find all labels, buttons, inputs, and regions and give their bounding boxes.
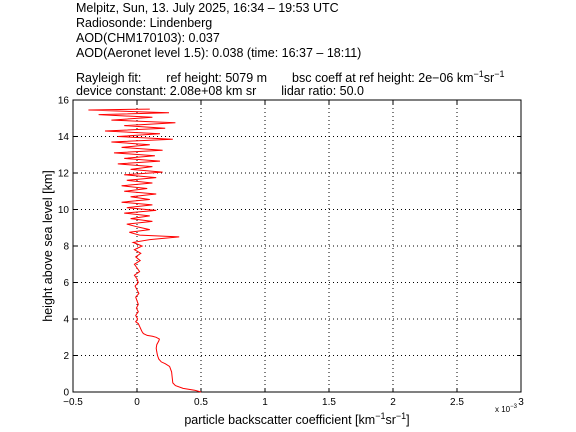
x-axis-label: particle backscatter coefficient [km−1sr…	[184, 411, 409, 427]
x-multiplier: x 10−3	[495, 404, 518, 414]
title-line-site-time: Melpitz, Sun, 13. July 2025, 16:34 – 19:…	[76, 1, 339, 15]
y-tick-label: 14	[58, 132, 70, 143]
y-tick-label: 8	[63, 242, 69, 253]
lidar-ratio-text: lidar ratio: 50.0	[281, 84, 364, 98]
bsc-coeff-exp2: −1	[494, 69, 505, 79]
device-constant-text: device constant: 2.08e+08 km sr	[76, 84, 257, 98]
tick-marks	[72, 99, 522, 393]
x-tick-label: 2	[390, 397, 396, 408]
y-tick-label: 4	[63, 315, 69, 326]
x-tick-label: 1.5	[322, 397, 336, 408]
y-axis-label: height above sea level [km]	[41, 170, 55, 321]
x-tick-label: −0.5	[63, 397, 83, 408]
backscatter-profile-line	[88, 108, 202, 393]
ref-height-text: ref height: 5079 m	[166, 71, 268, 86]
title-line-aod-chm: AOD(CHM170103): 0.037	[76, 31, 220, 45]
x-tick-label: 2.5	[450, 397, 464, 408]
y-tick-label: 2	[63, 351, 69, 362]
y-tick-label: 16	[58, 96, 70, 107]
bsc-coeff-mid: sr	[483, 71, 495, 86]
y-tick-label: 12	[58, 169, 70, 180]
bsc-coeff-prefix: bsc coeff at ref height: 2e−06 km	[292, 71, 474, 86]
x-tick-label: 3	[518, 397, 524, 408]
x-tick-label: 1	[262, 397, 268, 408]
bsc-coeff-exp1: −1	[473, 69, 484, 79]
y-tick-label: 10	[58, 205, 70, 216]
y-tick-label: 0	[63, 388, 69, 399]
title-line-aod-aeronet: AOD(Aeronet level 1.5): 0.038 (time: 16:…	[76, 46, 362, 60]
bsc-coeff-text: bsc coeff at ref height: 2e−06 km−1sr−1	[292, 69, 505, 86]
rayleigh-fit-label: Rayleigh fit:	[76, 71, 142, 86]
y-tick-labels: 0 2 4 6 8 10 12 14 16	[58, 96, 70, 399]
x-tick-label: 0.5	[194, 397, 208, 408]
title-line-radiosonde: Radiosonde: Lindenberg	[76, 16, 213, 30]
x-tick-label: 0	[134, 397, 140, 408]
title-line-rayleigh-fit: Rayleigh fit: ref height: 5079 m bsc coe…	[76, 67, 504, 86]
title-line-device: device constant: 2.08e+08 km sr lidar ra…	[76, 84, 364, 99]
x-tick-labels: −0.5 0 0.5 1 1.5 2 2.5 3	[63, 397, 524, 408]
y-tick-label: 6	[63, 278, 69, 289]
